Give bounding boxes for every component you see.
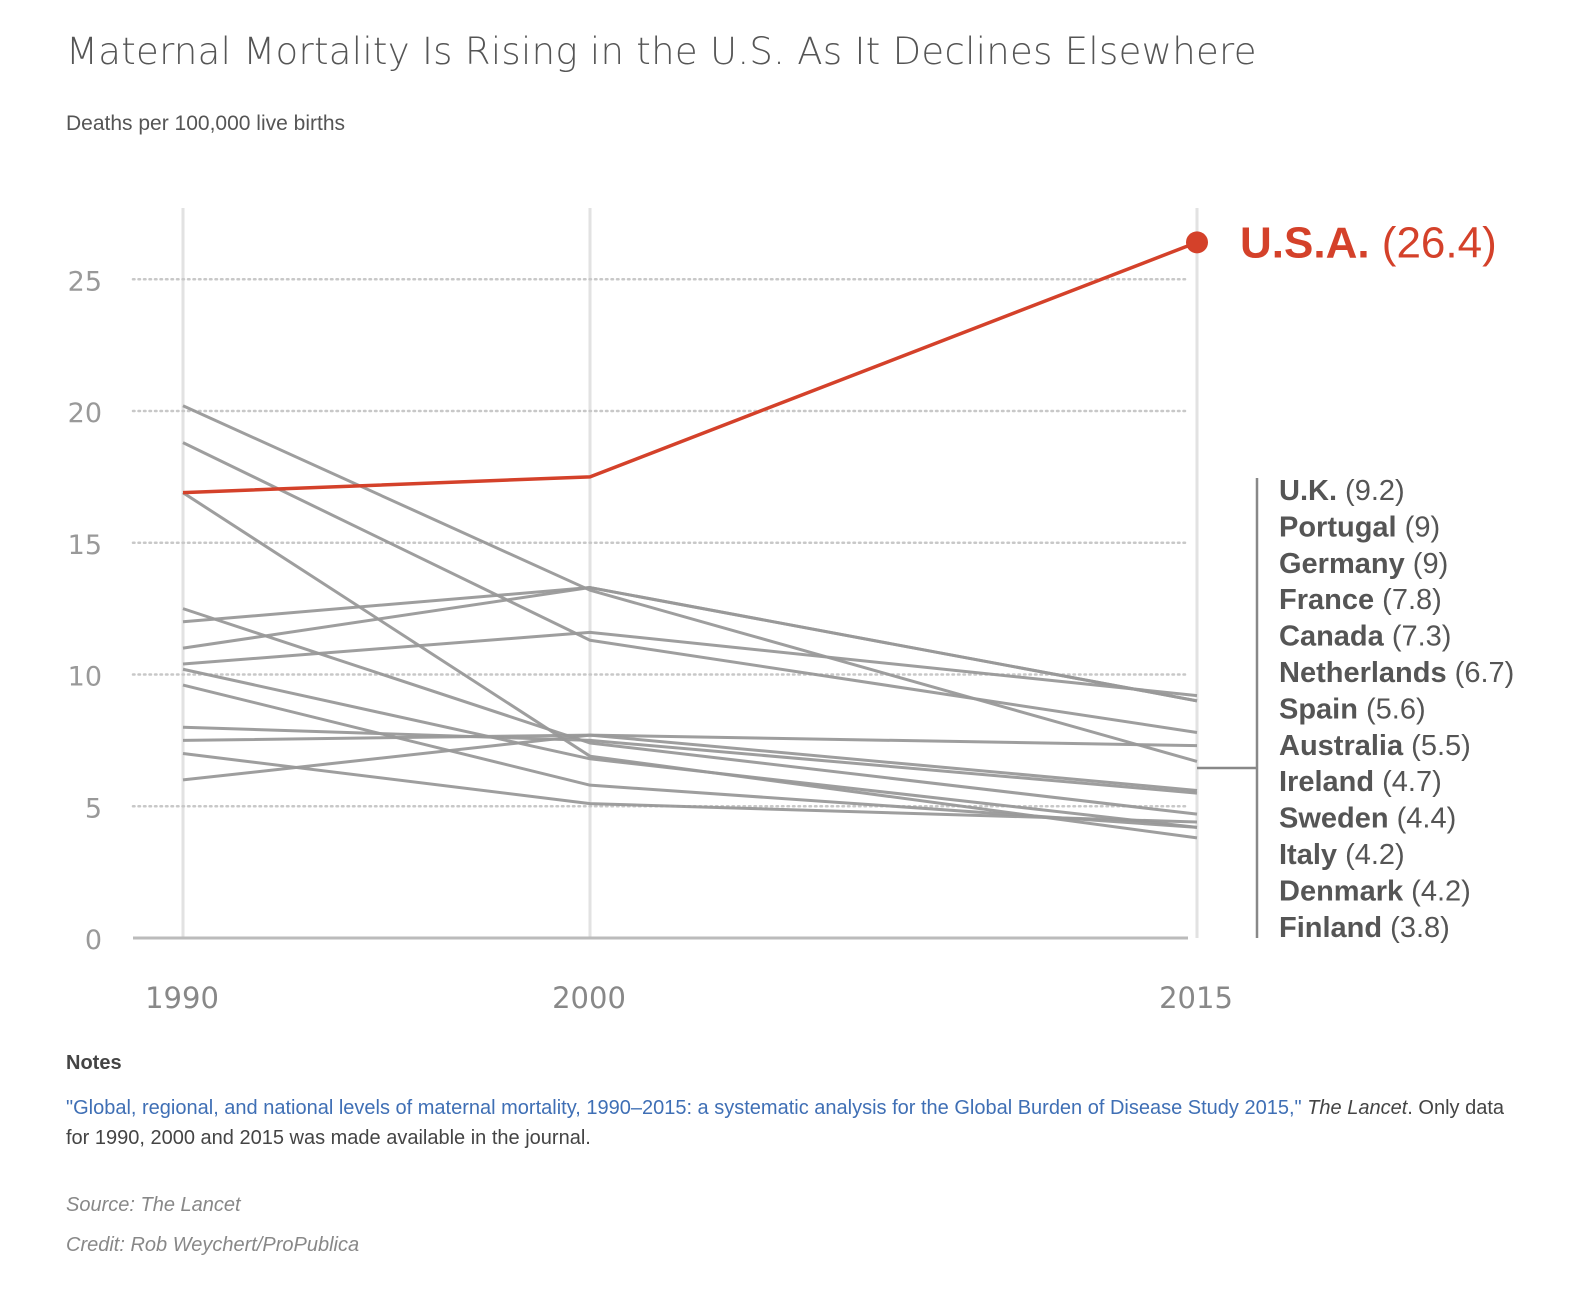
series-line-germany xyxy=(182,586,1198,703)
y-tick-label-5: 5 xyxy=(85,793,102,824)
country-label-name: U.K. xyxy=(1279,475,1337,507)
usa-label-value: (26.4) xyxy=(1370,218,1497,267)
country-label-germany: Germany (9) xyxy=(1279,548,1448,580)
x-tick-label-2000: 2000 xyxy=(552,981,626,1015)
country-label-name: Australia xyxy=(1279,730,1404,762)
series-line-denmark xyxy=(182,683,1198,829)
usa-label-name: U.S.A. xyxy=(1240,218,1370,267)
country-label-name: Canada xyxy=(1279,621,1385,653)
country-label-france: France (7.8) xyxy=(1279,584,1442,616)
country-label-australia: Australia (5.5) xyxy=(1279,730,1471,762)
notes-body: "Global, regional, and national levels o… xyxy=(66,1093,1506,1153)
country-label-value: (4.2) xyxy=(1337,839,1405,871)
credit-line: Credit: Rob Weychert/ProPublica xyxy=(66,1234,360,1256)
country-label-value: (9.2) xyxy=(1337,475,1405,507)
usa-endpoint-dot xyxy=(1186,231,1208,254)
chart-title: Maternal Mortality Is Rising in the U.S.… xyxy=(66,30,1257,73)
series-line-france xyxy=(182,441,1198,734)
country-label-denmark: Denmark (4.2) xyxy=(1279,875,1471,907)
country-label-value: (4.4) xyxy=(1389,803,1457,835)
country-label-spain: Spain (5.6) xyxy=(1279,693,1426,725)
series-line-netherlands xyxy=(182,404,1198,763)
series-line-spain xyxy=(182,733,1198,792)
country-label-value: (3.8) xyxy=(1382,912,1450,944)
country-label-name: Sweden xyxy=(1279,803,1389,835)
country-label-italy: Italy (4.2) xyxy=(1279,839,1405,871)
country-label-value: (9) xyxy=(1397,511,1441,543)
notes-journal-b: Lancet xyxy=(1347,1097,1408,1119)
country-label-name: Germany xyxy=(1279,548,1405,580)
x-tick-label-2015: 2015 xyxy=(1159,981,1233,1015)
country-label-value: (7.8) xyxy=(1374,584,1442,616)
series-line-usa xyxy=(182,240,1198,495)
series-line-italy xyxy=(182,667,1198,829)
country-label-finland: Finland (3.8) xyxy=(1279,912,1450,944)
y-tick-label-15: 15 xyxy=(68,530,102,561)
country-label-name: Netherlands xyxy=(1279,657,1447,689)
country-label-value: (4.2) xyxy=(1403,875,1471,907)
country-label-name: France xyxy=(1279,584,1374,616)
y-tick-label-25: 25 xyxy=(68,266,102,297)
country-label-name: Denmark xyxy=(1279,875,1404,907)
country-label-name: Italy xyxy=(1279,839,1337,871)
country-label-value: (4.7) xyxy=(1374,766,1442,798)
country-label-value: (7.3) xyxy=(1384,621,1452,653)
series-line-ireland xyxy=(182,607,1198,816)
source-line: Source: The Lancet xyxy=(66,1194,241,1216)
country-label-value: (9) xyxy=(1405,548,1449,580)
country-label-value: (5.6) xyxy=(1358,693,1426,725)
country-label-sweden: Sweden (4.4) xyxy=(1279,803,1456,835)
usa-label: U.S.A. (26.4) xyxy=(1240,218,1497,267)
series-line-australia xyxy=(182,725,1198,795)
series-line-u-k- xyxy=(182,630,1198,698)
country-label-portugal: Portugal (9) xyxy=(1279,511,1440,543)
country-label-canada: Canada (7.3) xyxy=(1279,621,1451,653)
x-tick-label-1990: 1990 xyxy=(145,981,219,1015)
series-line-finland xyxy=(182,491,1198,840)
country-label-ireland: Ireland (4.7) xyxy=(1279,766,1442,798)
country-label-name: Spain xyxy=(1279,693,1358,725)
chart-subtitle: Deaths per 100,000 live births xyxy=(66,112,345,135)
notes-journal-a: The xyxy=(1307,1097,1342,1119)
notes-reference-link[interactable]: "Global, regional, and national levels o… xyxy=(66,1097,1302,1119)
series-line-sweden xyxy=(182,752,1198,824)
y-tick-label-0: 0 xyxy=(85,925,102,956)
notes-heading: Notes xyxy=(66,1052,122,1074)
country-label-value: (5.5) xyxy=(1403,730,1471,762)
notes-rest: . Only data for 1990, 2000 and 2015 was … xyxy=(66,1097,1505,1149)
country-label-name: Portugal xyxy=(1279,511,1397,543)
country-label-netherlands: Netherlands (6.7) xyxy=(1279,657,1514,689)
country-label-value: (6.7) xyxy=(1447,657,1515,689)
country-label-name: Finland xyxy=(1279,912,1382,944)
y-tick-label-10: 10 xyxy=(68,662,102,693)
line-chart: 0 5 10 15 20 25 1990 2000 2015 U.S.A. (26.4) U.K. … xyxy=(68,208,1514,1015)
country-label-u-k-: U.K. (9.2) xyxy=(1279,475,1405,507)
country-label-name: Ireland xyxy=(1279,766,1374,798)
y-tick-label-20: 20 xyxy=(68,398,102,429)
